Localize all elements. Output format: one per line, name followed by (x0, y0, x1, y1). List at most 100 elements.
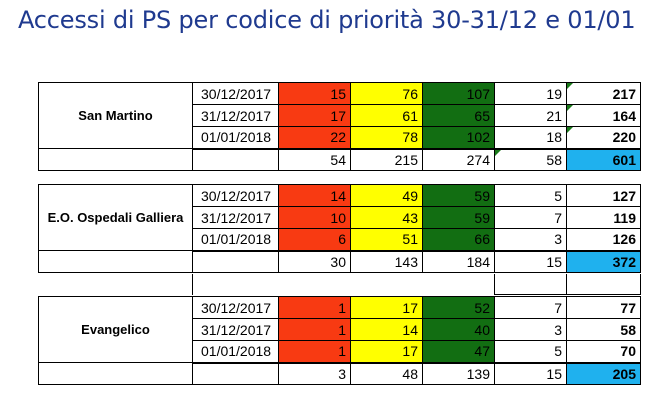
white-code-sum: 15 (494, 249, 567, 273)
site-name: E.O. Ospedali Galliera (38, 184, 193, 251)
date-cell: 31/12/2017 (192, 104, 279, 127)
empty-cell (493, 274, 567, 295)
green-code-sum: 274 (422, 147, 495, 171)
day-total: 126 (566, 228, 641, 251)
white-code-count: 7 (494, 296, 567, 319)
date-cell: 01/01/2018 (192, 340, 279, 363)
date-cell: 30/12/2017 (192, 82, 279, 105)
grand-total: 601 (566, 147, 641, 171)
yellow-code-count: 51 (350, 228, 423, 251)
date-cell: 30/12/2017 (192, 184, 279, 207)
grand-total: 205 (566, 361, 641, 385)
red-code-count: 17 (278, 104, 351, 127)
empty-cell (192, 147, 279, 171)
site-block: E.O. Ospedali Galliera 30/12/2017 14 49 … (38, 184, 641, 273)
site-name: Evangelico (38, 296, 193, 363)
spacer-row (38, 274, 641, 295)
empty-cell (38, 362, 193, 385)
red-code-sum: 3 (278, 361, 351, 385)
white-code-count: 3 (494, 228, 567, 251)
green-code-count: 59 (422, 206, 495, 229)
white-code-count: 18 (494, 126, 567, 149)
white-code-count: 7 (494, 206, 567, 229)
day-total: 77 (566, 296, 641, 319)
date-cell: 30/12/2017 (192, 296, 279, 319)
date-cell: 01/01/2018 (192, 228, 279, 251)
sum-row: 30 143 184 15 372 (38, 249, 641, 273)
empty-cell (191, 274, 278, 295)
green-code-count: 107 (422, 82, 495, 105)
table-row: Evangelico 30/12/2017 1 17 52 7 77 (38, 296, 641, 363)
white-code-count: 3 (494, 318, 567, 341)
white-code-sum: 58 (494, 147, 567, 171)
yellow-code-count: 17 (350, 296, 423, 319)
white-code-count: 19 (494, 82, 567, 105)
red-code-count: 22 (278, 126, 351, 149)
green-code-count: 59 (422, 184, 495, 207)
red-code-count: 1 (278, 296, 351, 319)
yellow-code-count: 17 (350, 340, 423, 363)
day-total: 164 (566, 104, 641, 127)
red-code-sum: 30 (278, 249, 351, 273)
red-code-count: 1 (278, 340, 351, 363)
day-total: 217 (566, 82, 641, 105)
empty-cell (422, 274, 494, 295)
green-code-sum: 184 (422, 249, 495, 273)
day-total: 119 (566, 206, 641, 229)
red-code-sum: 54 (278, 147, 351, 171)
white-code-sum: 15 (494, 361, 567, 385)
site-name: San Martino (38, 82, 193, 149)
red-code-count: 1 (278, 318, 351, 341)
red-code-count: 10 (278, 206, 351, 229)
yellow-code-count: 78 (350, 126, 423, 149)
page-title: Accessi di PS per codice di priorità 30-… (18, 6, 636, 34)
empty-cell (38, 274, 192, 295)
date-cell: 31/12/2017 (192, 206, 279, 229)
empty-cell (38, 250, 193, 273)
table-row: 31/12/2017 10 43 59 7 119 (39, 206, 641, 229)
yellow-code-count: 76 (350, 82, 423, 105)
green-code-sum: 139 (422, 361, 495, 385)
yellow-code-count: 61 (350, 104, 423, 127)
sum-row: 3 48 139 15 205 (38, 361, 641, 385)
formula-marker-icon (567, 105, 573, 111)
grand-total: 372 (566, 249, 641, 273)
yellow-code-count: 43 (350, 206, 423, 229)
day-total: 70 (566, 340, 641, 363)
green-code-count: 40 (422, 318, 495, 341)
red-code-count: 6 (278, 228, 351, 251)
yellow-code-count: 49 (350, 184, 423, 207)
empty-cell (350, 274, 422, 295)
sum-row: 54 215 274 58 601 (38, 147, 641, 171)
yellow-code-sum: 143 (350, 249, 423, 273)
yellow-code-sum: 48 (350, 361, 423, 385)
table-row: E.O. Ospedali Galliera 30/12/2017 14 49 … (38, 184, 641, 251)
day-total: 220 (566, 126, 641, 149)
date-cell: 31/12/2017 (192, 318, 279, 341)
yellow-code-count: 14 (350, 318, 423, 341)
site-block: Evangelico 30/12/2017 1 17 52 7 77 31/12… (38, 296, 641, 385)
green-code-count: 65 (422, 104, 495, 127)
red-code-count: 14 (278, 184, 351, 207)
empty-cell (565, 274, 641, 295)
date-cell: 01/01/2018 (192, 126, 279, 149)
green-code-count: 66 (422, 228, 495, 251)
empty-cell (38, 148, 193, 171)
white-code-count: 5 (494, 340, 567, 363)
formula-marker-icon (567, 83, 573, 89)
site-block: San Martino 30/12/2017 15 76 107 19 217 … (38, 82, 641, 171)
empty-cell (278, 274, 350, 295)
empty-cell (192, 249, 279, 273)
table-row: San Martino 30/12/2017 15 76 107 19 217 (38, 82, 641, 149)
formula-marker-icon (495, 150, 501, 156)
empty-cell (192, 361, 279, 385)
red-code-count: 15 (278, 82, 351, 105)
green-code-count: 52 (422, 296, 495, 319)
table-row: 01/01/2018 6 51 66 3 126 (39, 228, 641, 251)
green-code-count: 102 (422, 126, 495, 149)
green-code-count: 47 (422, 340, 495, 363)
day-total: 58 (566, 318, 641, 341)
white-code-count: 5 (494, 184, 567, 207)
white-code-count: 21 (494, 104, 567, 127)
formula-marker-icon (567, 127, 573, 133)
